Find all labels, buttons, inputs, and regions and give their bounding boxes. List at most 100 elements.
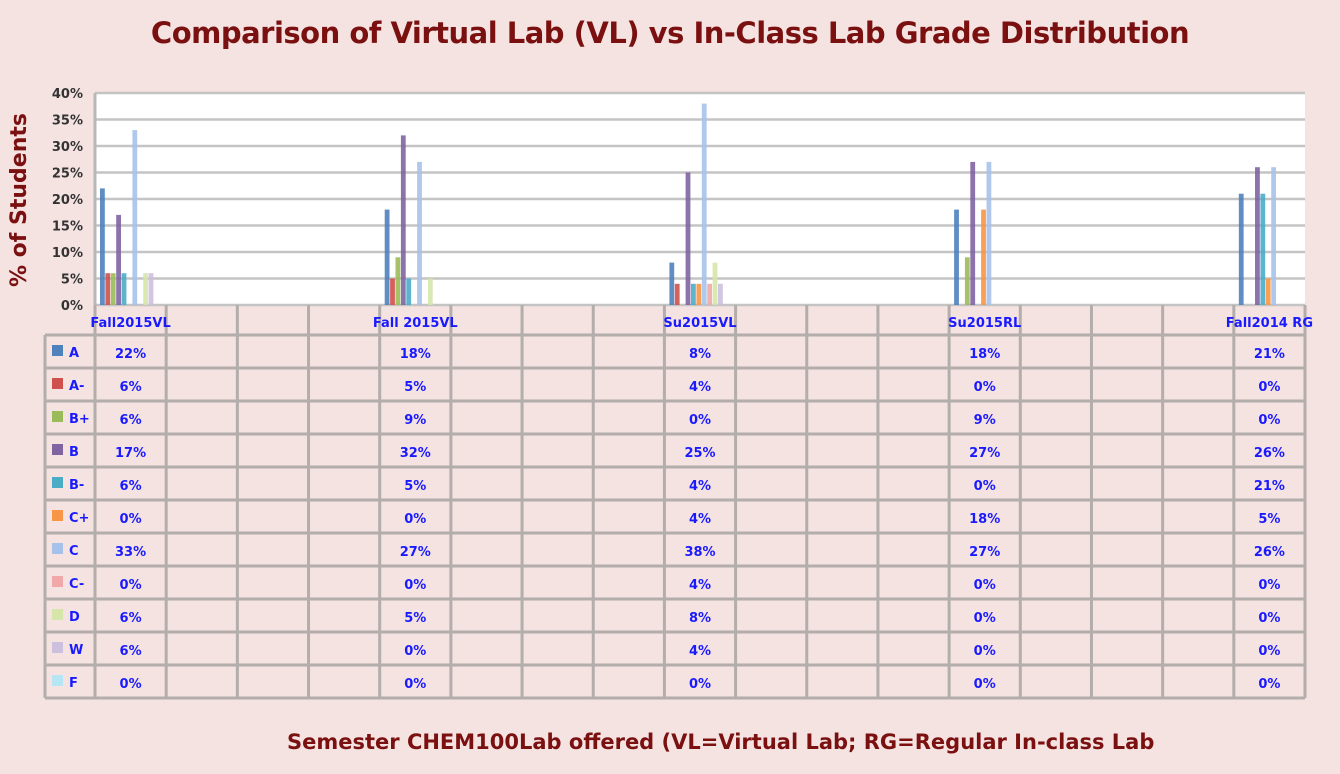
table-cell: 0% [974,677,996,692]
y-tick-label: 5% [61,273,83,288]
bar-D [143,273,148,305]
y-tick-label: 10% [52,246,83,261]
table-cell: 21% [1254,347,1285,362]
bar-B [685,172,691,305]
bar-C [132,130,138,305]
legend-swatch-W [52,642,63,653]
legend-swatch-B- [52,477,63,488]
bar-A- [390,278,395,305]
table-cell: 0% [974,479,996,494]
y-tick-label: 25% [52,167,83,182]
table-cell: 0% [404,677,426,692]
table-cell: 26% [1254,545,1285,560]
table-cell: 4% [689,512,711,527]
bar-B+ [964,257,970,305]
table-cell: 0% [1258,413,1280,428]
legend-label: F [69,676,78,691]
table-cell: 0% [120,677,142,692]
legend-label: C [69,544,79,559]
table-cell: 8% [689,347,711,362]
table-cell: 0% [1258,611,1280,626]
bar-C+ [981,209,986,305]
table-cell: 0% [1258,677,1280,692]
table-cell: 0% [974,578,996,593]
bar-B- [406,278,412,305]
table-cell: 0% [974,380,996,395]
table-cell: 0% [1258,644,1280,659]
table-cell: 26% [1254,446,1285,461]
table-cell: 32% [400,446,431,461]
bar-D [427,278,433,305]
legend-label: B [69,445,79,460]
legend-label: A- [69,379,84,394]
legend-swatch-D [52,609,63,620]
table-cell: 8% [689,611,711,626]
table-cell: 5% [404,611,426,626]
table-cell: 18% [969,347,1000,362]
table-cell: 38% [684,545,715,560]
table-cell: 0% [120,512,142,527]
bar-B [400,135,406,305]
table-cell: 6% [120,380,142,395]
bar-A [1238,193,1244,305]
bar-B [1255,167,1260,305]
x-axis-label: Semester CHEM100Lab offered (VL=Virtual … [287,730,1155,754]
legend-label: C- [69,577,84,592]
table-cell: 0% [689,413,711,428]
y-tick-label: 40% [52,87,83,102]
chart-title: Comparison of Virtual Lab (VL) vs In-Cla… [150,16,1190,50]
legend-swatch-C- [52,576,63,587]
table-cell: 25% [684,446,715,461]
y-tick-label: 15% [52,220,83,235]
table-cell: 27% [969,446,1000,461]
bar-B- [691,283,696,305]
table-cell: 5% [1258,512,1280,527]
table-cell: 0% [404,644,426,659]
table-cell: 0% [974,611,996,626]
bar-C [1271,167,1277,305]
table-cell: 9% [974,413,996,428]
table-cell: 0% [1258,578,1280,593]
table-cell: 9% [404,413,426,428]
table-cell: 4% [689,380,711,395]
x-tick-label: Fall2014 RG [1226,316,1313,331]
legend-swatch-A [52,345,63,356]
bar-B [116,214,121,305]
table-cell: 27% [969,545,1000,560]
bar-C+ [1265,278,1271,305]
table-cell: 6% [120,611,142,626]
bar-C [701,103,707,305]
y-tick-label: 35% [52,114,83,129]
table-cell: 33% [115,545,146,560]
bar-A- [105,273,111,305]
table-cell: 18% [969,512,1000,527]
bar-B- [1260,193,1266,305]
bar-B+ [110,273,116,305]
bar-W [148,273,154,305]
table-cell: 6% [120,413,142,428]
bar-C- [707,283,713,305]
table-cell: 5% [404,380,426,395]
table-cell: 18% [400,347,431,362]
table-cell: 0% [1258,380,1280,395]
bar-A [100,188,105,305]
table-cell: 27% [400,545,431,560]
bar-B+ [395,257,401,305]
legend-label: D [69,610,80,625]
legend-swatch-B+ [52,411,63,422]
table-cell: 0% [689,677,711,692]
bar-A [384,209,390,305]
bar-C [417,161,422,305]
bar-W [718,283,723,305]
bar-A- [674,283,680,305]
legend-label: B- [69,478,84,493]
table-cell: 21% [1254,479,1285,494]
table-cell: 6% [120,644,142,659]
x-tick-label: Fall 2015VL [373,316,458,331]
table-cell: 0% [120,578,142,593]
legend-swatch-C [52,543,63,554]
table-cell: 5% [404,479,426,494]
table-cell: 6% [120,479,142,494]
legend-label: A [69,346,79,361]
